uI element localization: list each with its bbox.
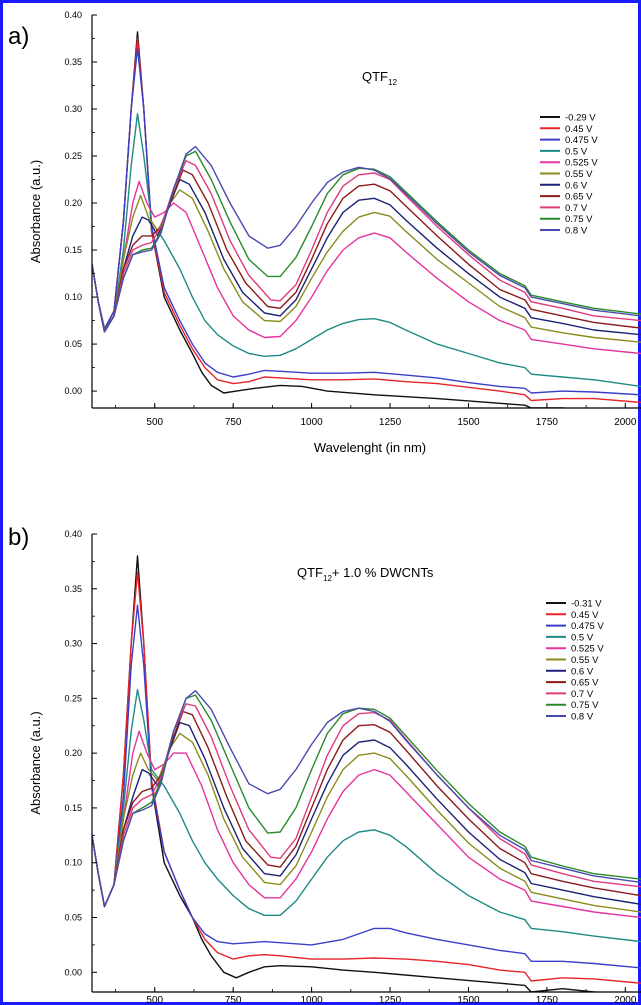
legend-label: 0.45 V (565, 124, 593, 135)
y-tick-label: 0.00 (64, 967, 82, 977)
series-line-3 (92, 113, 641, 388)
y-axis-label: Absorbance (a.u.) (28, 160, 43, 263)
chart-title-subscript: 12 (323, 574, 332, 583)
chart-title-subscript: 12 (388, 78, 397, 87)
x-tick-label: 2000 (614, 417, 637, 428)
legend-label: 0.75 V (571, 700, 599, 711)
y-tick-label: 0.25 (64, 693, 82, 703)
series-line-2 (92, 47, 641, 396)
legend-label: 0.7 V (565, 203, 588, 214)
series-line-3 (92, 688, 641, 943)
y-tick-label: 0.35 (64, 57, 82, 67)
y-tick-label: 0.35 (64, 584, 82, 594)
series-line-1 (92, 571, 641, 984)
chart-panel-b: 0.00 0.05 0.10 0.15 0.20 0.25 0.30 0.35 0.40 500 7… (8, 524, 641, 1005)
x-tick-label: 2000 (614, 995, 637, 1005)
legend-label: 0.75 V (565, 214, 593, 225)
panel-label: a) (8, 23, 29, 50)
x-tick-label: 1000 (300, 417, 323, 428)
series-line-7 (92, 710, 641, 908)
x-tick-label: 1000 (300, 995, 323, 1005)
x-tick-label: 1750 (536, 417, 559, 428)
y-tick-label: 0.15 (64, 245, 82, 255)
chart-title-base: QTF (362, 69, 388, 84)
x-tick-label: 500 (146, 417, 163, 428)
series-line-6 (92, 721, 641, 908)
legend-label: 0.475 V (571, 621, 604, 632)
y-tick-label: 0.20 (64, 198, 82, 208)
y-tick-label: 0.00 (64, 386, 82, 396)
legend-label: 0.525 V (565, 158, 598, 169)
x-tick-label: 1250 (379, 995, 402, 1005)
chart-title-base: QTF (297, 565, 323, 580)
series-line-4 (92, 180, 641, 355)
x-tick-label: 1500 (457, 417, 480, 428)
legend-label: 0.525 V (571, 644, 604, 655)
x-tick-label: 500 (146, 995, 163, 1005)
y-tick-label: 0.25 (64, 151, 82, 161)
series-line-8 (92, 703, 641, 908)
chart-panel-a: 0.00 0.05 0.10 0.15 0.20 0.25 0.30 0.35 0.40 500 7… (8, 10, 641, 455)
series-line-5 (92, 732, 641, 913)
legend-label: -0.31 V (571, 599, 602, 610)
chart-title: QTF12 (362, 69, 397, 87)
legend-label: 0.5 V (571, 632, 594, 643)
y-tick-label: 0.15 (64, 803, 82, 813)
series-line-10 (92, 690, 641, 908)
x-tick-label: 750 (225, 995, 242, 1005)
y-tick-label: 0.30 (64, 104, 82, 114)
y-axis-label: Absorbance (a.u.) (28, 711, 43, 814)
legend-label: -0.29 V (565, 113, 596, 124)
y-tick-label: 0.20 (64, 748, 82, 758)
legend-label: 0.5 V (565, 146, 588, 157)
legend-label: 0.55 V (571, 655, 599, 666)
chart-title-suffix: + 1.0 % DWCNTs (332, 565, 434, 580)
legend-label: 0.45 V (571, 610, 599, 621)
legend-label: 0.65 V (565, 192, 593, 203)
series-line-7 (92, 169, 641, 333)
x-tick-label: 1500 (457, 995, 480, 1005)
panel-label: b) (8, 524, 29, 551)
x-axis-label: Wavelenght (in nm) (314, 440, 426, 455)
series-line-2 (92, 604, 641, 969)
legend-label: 0.6 V (565, 180, 588, 191)
x-tick-label: 1750 (536, 995, 559, 1005)
legend-label: 0.55 V (565, 169, 593, 180)
series-line-6 (92, 178, 641, 336)
y-tick-label: 0.30 (64, 639, 82, 649)
chart-title: QTF12+ 1.0 % DWCNTs (297, 565, 434, 583)
series-lines (92, 31, 641, 408)
legend: -0.31 V0.45 V0.475 V0.5 V0.525 V0.55 V0.… (546, 599, 604, 723)
legend-label: 0.475 V (565, 135, 598, 146)
legend-label: 0.8 V (565, 226, 588, 237)
y-tick-label: 0.10 (64, 292, 82, 302)
y-tick-label: 0.10 (64, 858, 82, 868)
legend-label: 0.8 V (571, 712, 594, 723)
series-line-8 (92, 160, 641, 333)
y-tick-label: 0.40 (64, 10, 82, 20)
y-tick-label: 0.05 (64, 339, 82, 349)
series-line-4 (92, 730, 641, 919)
legend: -0.29 V0.45 V0.475 V0.5 V0.525 V0.55 V0.… (540, 113, 598, 237)
legend-label: 0.6 V (571, 666, 594, 677)
y-tick-label: 0.05 (64, 912, 82, 922)
series-lines (92, 555, 641, 992)
series-line-10 (92, 145, 641, 333)
x-tick-label: 1250 (379, 417, 402, 428)
y-tick-label: 0.40 (64, 529, 82, 539)
series-line-5 (92, 189, 641, 343)
x-tick-label: 750 (225, 417, 242, 428)
legend-label: 0.7 V (571, 689, 594, 700)
legend-label: 0.65 V (571, 678, 599, 689)
